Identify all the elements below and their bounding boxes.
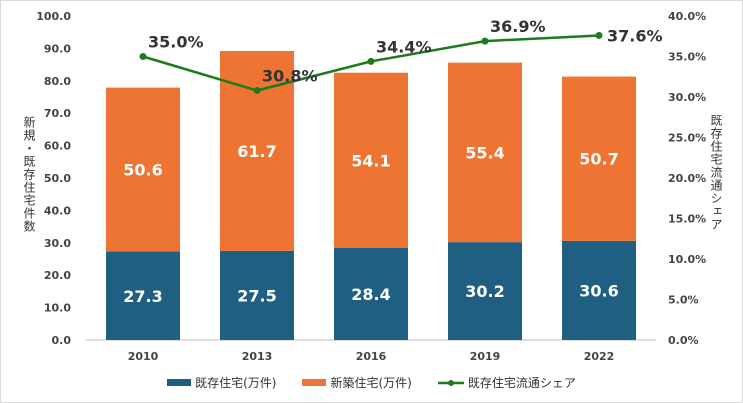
y-tick-label: 70.0 [44, 107, 71, 120]
legend-label: 既存住宅流通シェア [467, 376, 576, 390]
legend-label: 新築住宅(万件) [330, 376, 412, 390]
x-tick-label: 2010 [128, 350, 159, 363]
data-label-new: 61.7 [237, 142, 276, 161]
share-point [481, 37, 489, 45]
data-label-existing: 27.3 [123, 287, 162, 306]
bar-existing [334, 247, 408, 340]
data-label-existing: 30.6 [579, 281, 618, 300]
y-tick-label: 60.0 [44, 140, 71, 153]
x-tick-label: 2022 [584, 350, 615, 363]
y-tick-label: 10.0 [44, 302, 71, 315]
bar-new [334, 72, 408, 248]
legend: 既存住宅(万件) 新築住宅(万件) 既存住宅流通シェア [1, 374, 742, 391]
y2-tick-label: 20.0% [668, 172, 706, 185]
bar-existing [448, 242, 522, 340]
y-tick-label: 80.0 [44, 75, 71, 88]
y-tick-label: 30.0 [44, 237, 71, 250]
legend-label: 既存住宅(万件) [195, 376, 277, 390]
y2-tick-label: 40.0% [668, 10, 706, 23]
bar-new [106, 87, 180, 252]
data-label-existing: 28.4 [351, 285, 390, 304]
data-label-new: 55.4 [465, 143, 504, 162]
y-axis-label: 新規・既存住宅件数 [22, 116, 36, 233]
data-label-new: 54.1 [351, 151, 390, 170]
y-tick-label: 100.0 [36, 10, 71, 23]
legend-swatch [167, 379, 192, 386]
share-point [595, 31, 603, 39]
y2-tick-label: 5.0% [668, 294, 699, 307]
share-point [367, 57, 375, 65]
y-tick-label: 20.0 [44, 269, 71, 282]
legend-item-new: 新築住宅(万件) [302, 374, 412, 391]
y2-tick-label: 15.0% [668, 213, 706, 226]
y-tick-label: 40.0 [44, 204, 71, 217]
share-point [253, 87, 261, 95]
y2-tick-label: 10.0% [668, 253, 706, 266]
y2-tick-label: 35.0% [668, 51, 706, 64]
bar-existing [106, 251, 180, 340]
data-label-new: 50.7 [579, 150, 618, 169]
share-label: 37.6% [607, 26, 663, 45]
legend-line-marker [437, 379, 464, 386]
x-tick-label: 2019 [470, 350, 501, 363]
data-label-existing: 27.5 [237, 286, 276, 305]
legend-item-share: 既存住宅流通シェア [437, 374, 576, 391]
y-tick-label: 90.0 [44, 42, 71, 55]
share-point [139, 53, 147, 60]
share-label: 34.4% [376, 37, 432, 56]
share-label: 35.0% [148, 33, 204, 52]
share-label: 30.8% [262, 67, 318, 86]
y2-tick-label: 25.0% [668, 132, 706, 145]
x-tick-label: 2013 [242, 350, 273, 363]
x-tick-label: 2016 [356, 350, 387, 363]
y-tick-label: 50.0 [44, 172, 71, 185]
legend-item-existing: 既存住宅(万件) [167, 374, 276, 391]
bar-new [562, 76, 636, 241]
y2-axis-label: 既存住宅流通シェア [709, 114, 723, 231]
y2-tick-label: 0.0% [668, 334, 699, 347]
bar-existing [220, 250, 294, 340]
bar-existing [562, 240, 636, 340]
legend-swatch [302, 379, 327, 386]
data-label-new: 50.6 [123, 161, 162, 180]
y2-tick-label: 30.0% [668, 91, 706, 104]
data-label-existing: 30.2 [465, 282, 504, 301]
share-label: 36.9% [490, 17, 546, 36]
y-tick-label: 0.0 [52, 334, 72, 347]
bar-new [448, 62, 522, 243]
